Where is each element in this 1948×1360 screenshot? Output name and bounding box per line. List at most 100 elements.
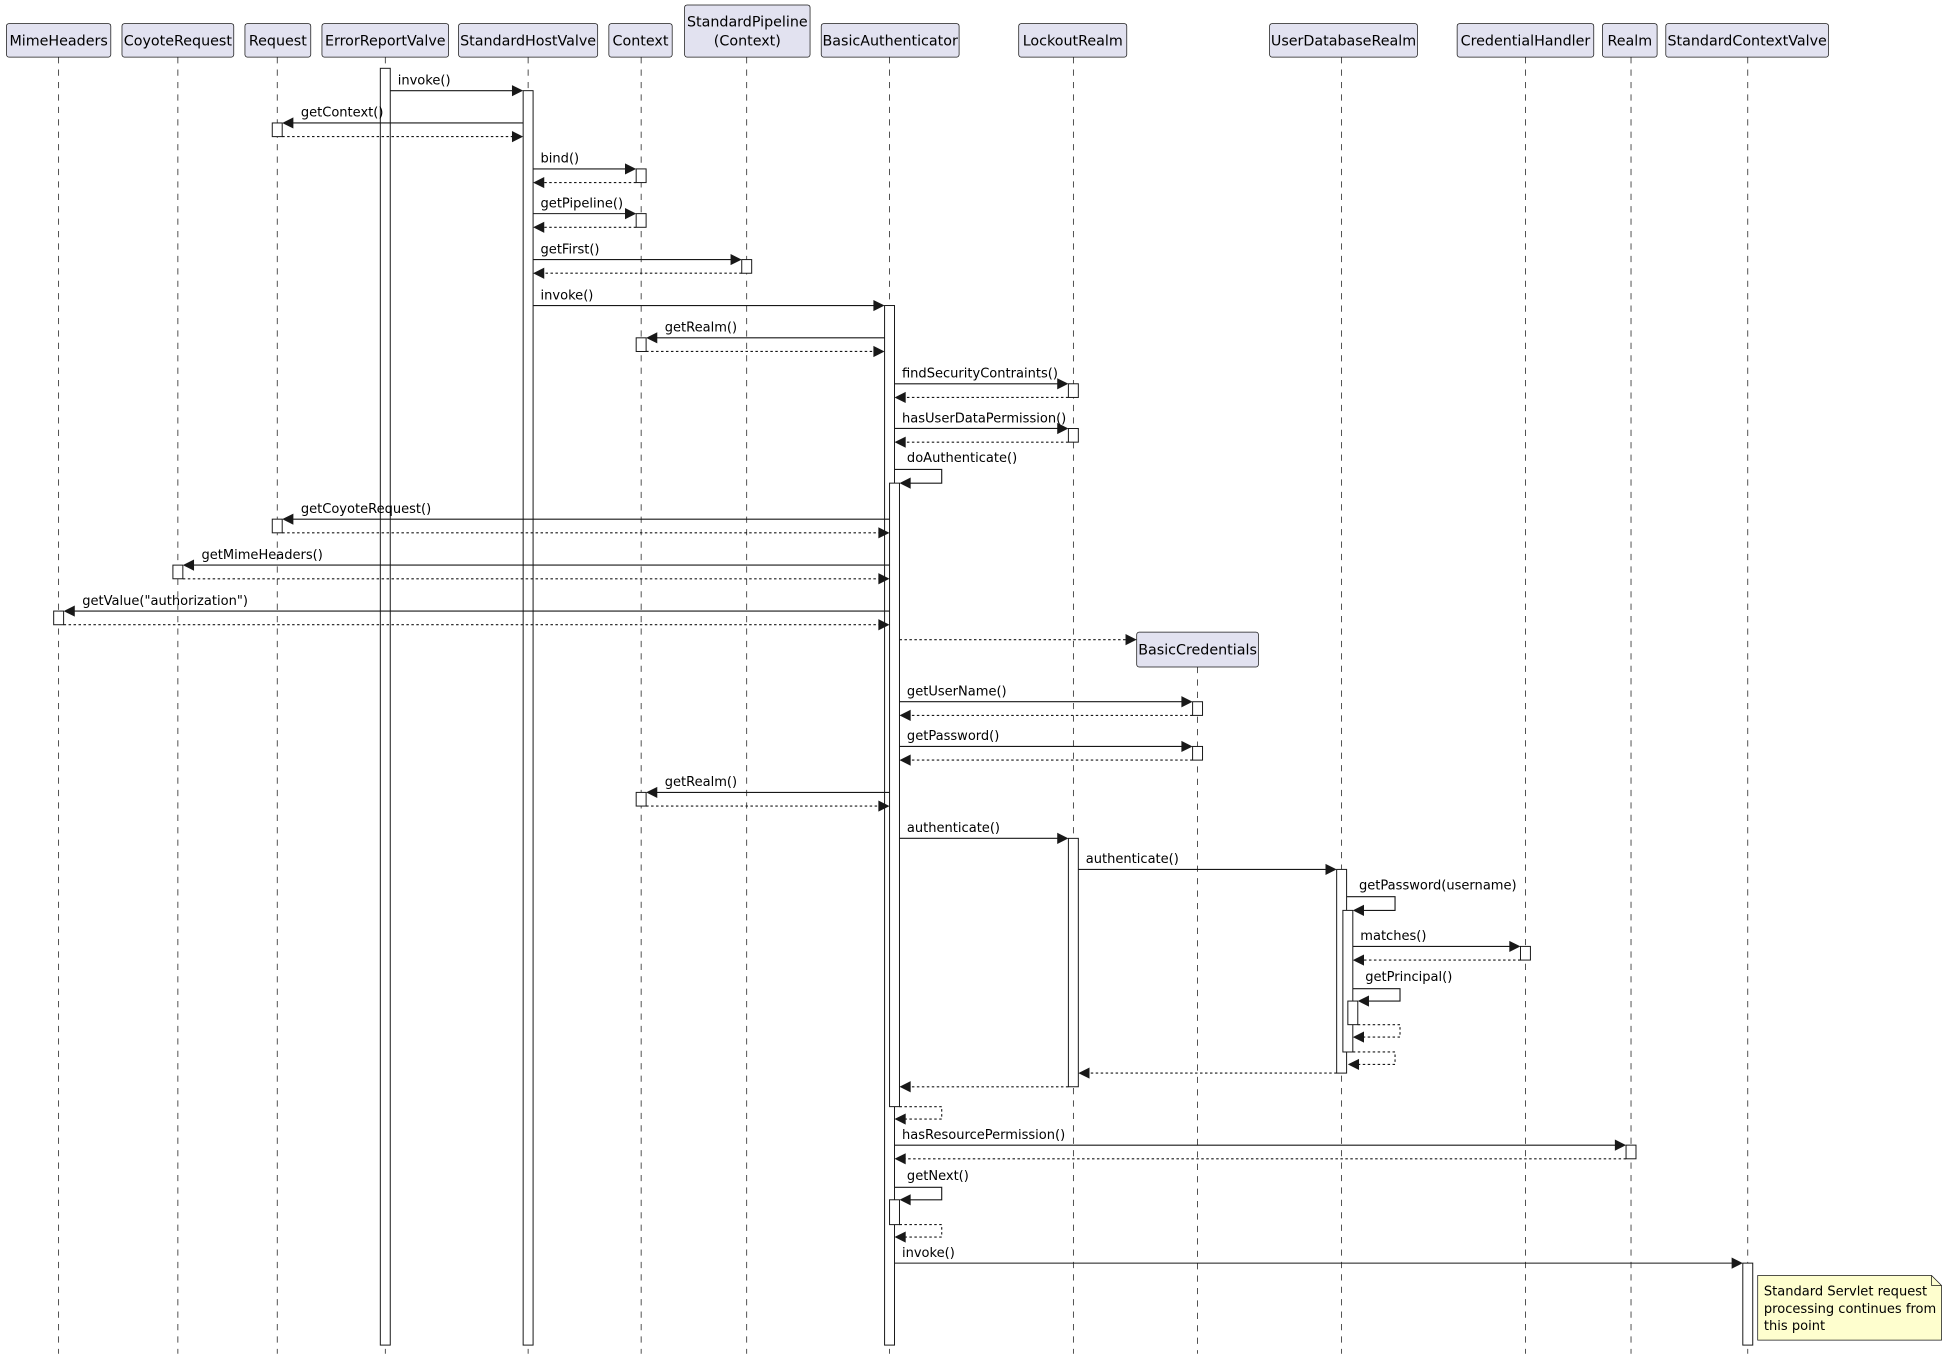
- message-return[interactable]: [894, 1153, 1627, 1165]
- message-self-return[interactable]: [894, 1106, 943, 1125]
- message-getvalue-authorization[interactable]: getValue("authorization"): [63, 594, 890, 617]
- participant-credentialhandler[interactable]: CredentialHandler: [1456, 23, 1595, 1354]
- message-invoke[interactable]: invoke(): [390, 73, 524, 97]
- participant-box: [1456, 23, 1595, 58]
- message-return[interactable]: [1352, 954, 1521, 966]
- participant-box: [608, 23, 673, 58]
- participant-label: MimeHeaders: [9, 33, 107, 49]
- message-arrow: [894, 1186, 943, 1201]
- message-getcontext[interactable]: getContext(): [282, 106, 524, 129]
- message-return[interactable]: [894, 436, 1069, 448]
- message-label: findSecurityContraints(): [902, 367, 1058, 382]
- message-getpipeline[interactable]: getPipeline(): [533, 196, 637, 220]
- message-getnext[interactable]: getNext(): [894, 1169, 969, 1206]
- message-return[interactable]: [63, 619, 890, 631]
- participant-label: (Context): [714, 33, 781, 49]
- message-matches[interactable]: matches(): [1352, 929, 1521, 952]
- arrowhead-icon: [1057, 422, 1069, 435]
- message-return[interactable]: [646, 345, 885, 358]
- participant-realm[interactable]: Realm: [1602, 23, 1658, 1354]
- message-authenticate[interactable]: authenticate(): [1078, 852, 1337, 875]
- message-return[interactable]: [282, 131, 524, 143]
- message-return[interactable]: [899, 1081, 1069, 1093]
- arrowhead-icon: [873, 299, 885, 312]
- message-self-return[interactable]: [894, 1224, 943, 1243]
- participant-userdatabaserealm[interactable]: UserDatabaseRealm: [1269, 23, 1418, 1354]
- message-getrealm[interactable]: getRealm(): [646, 775, 890, 798]
- message-return[interactable]: [899, 754, 1193, 766]
- message-create[interactable]: [899, 634, 1137, 646]
- message-bind[interactable]: bind(): [533, 152, 637, 175]
- arrowhead-icon: [533, 221, 545, 233]
- message-arrow: [899, 1106, 943, 1120]
- participant-box: [684, 4, 811, 58]
- message-hasuserdatapermission[interactable]: hasUserDataPermission(): [894, 411, 1069, 435]
- participant-label: BasicCredentials: [1138, 643, 1257, 659]
- message-return[interactable]: [282, 527, 890, 539]
- activation-bar: [172, 564, 184, 580]
- arrowhead-icon: [1181, 696, 1193, 708]
- message-invoke[interactable]: invoke(): [894, 1246, 1743, 1269]
- message-self-return[interactable]: [1352, 1024, 1401, 1043]
- arrowhead-icon: [646, 332, 658, 344]
- activation-bar: [522, 90, 534, 1346]
- participant-standardcontextvalve[interactable]: StandardContextValve: [1665, 23, 1829, 1354]
- arrowhead-icon: [894, 1153, 906, 1165]
- message-return[interactable]: [533, 221, 637, 233]
- participant-coyoterequest[interactable]: CoyoteRequest: [121, 23, 235, 1354]
- participant-mimeheaders[interactable]: MimeHeaders: [6, 23, 112, 1354]
- message-label: hasResourcePermission(): [902, 1128, 1065, 1143]
- activation-bar: [635, 213, 647, 228]
- arrowhead-icon: [511, 131, 524, 143]
- activation-bar: [635, 337, 647, 352]
- message-return[interactable]: [533, 267, 742, 279]
- activation-bar: [271, 518, 283, 534]
- message-getusername[interactable]: getUserName(): [899, 685, 1193, 708]
- message-getpassword-username[interactable]: getPassword(username): [1346, 878, 1517, 916]
- participant-lockoutrealm[interactable]: LockoutRealm: [1018, 23, 1128, 1354]
- arrowhead-icon: [878, 619, 890, 631]
- arrowhead-icon: [878, 800, 890, 812]
- message-getmimeheaders[interactable]: getMimeHeaders(): [182, 548, 890, 571]
- arrowhead-icon: [1078, 1067, 1090, 1079]
- message-return[interactable]: [533, 176, 637, 189]
- arrowhead-icon: [894, 1113, 906, 1125]
- message-label: getPipeline(): [541, 196, 624, 211]
- message-return[interactable]: [899, 709, 1193, 721]
- message-return[interactable]: [646, 800, 890, 812]
- participant-box: [244, 23, 312, 58]
- message-arrow: [899, 1224, 943, 1238]
- message-authenticate[interactable]: authenticate(): [899, 821, 1069, 844]
- arrowhead-icon: [533, 176, 545, 189]
- participant-standardpipeline[interactable]: StandardPipeline (Context): [684, 4, 811, 1354]
- message-getcoyoterequest[interactable]: getCoyoteRequest(): [282, 502, 890, 525]
- arrowhead-icon: [624, 163, 637, 175]
- message-return[interactable]: [894, 391, 1069, 404]
- message-getrealm[interactable]: getRealm(): [646, 321, 885, 344]
- message-getfirst[interactable]: getFirst(): [533, 242, 742, 266]
- arrowhead-icon: [1352, 1031, 1364, 1043]
- message-return[interactable]: [182, 573, 890, 585]
- message-label: getUserName(): [907, 685, 1007, 700]
- message-self-return[interactable]: [1347, 1051, 1396, 1070]
- activation-bar: [1192, 745, 1204, 761]
- participant-request[interactable]: Request: [244, 23, 312, 1354]
- message-return[interactable]: [1078, 1067, 1337, 1079]
- message-label: getRealm(): [665, 321, 737, 336]
- activation-bar: [1192, 701, 1204, 716]
- message-hasresourcepermission[interactable]: hasResourcePermission(): [894, 1128, 1627, 1151]
- message-arrow: [1357, 1024, 1401, 1038]
- arrowhead-icon: [899, 1194, 911, 1206]
- message-findsecuritycontraints[interactable]: findSecurityContraints(): [894, 367, 1069, 390]
- message-getpassword[interactable]: getPassword(): [899, 729, 1193, 753]
- message-invoke[interactable]: invoke(): [533, 288, 885, 312]
- arrowhead-icon: [1509, 940, 1521, 952]
- message-label: matches(): [1360, 929, 1426, 944]
- message-getprincipal[interactable]: getPrincipal(): [1352, 970, 1453, 1007]
- participant-box: [321, 23, 450, 58]
- note-box: [1757, 1275, 1942, 1341]
- arrowhead-icon: [899, 754, 911, 766]
- participant-basiccredentials[interactable]: BasicCredentials: [1136, 631, 1259, 1354]
- activation-bar: [1067, 427, 1079, 443]
- message-doauthenticate[interactable]: doAuthenticate(): [894, 451, 1018, 489]
